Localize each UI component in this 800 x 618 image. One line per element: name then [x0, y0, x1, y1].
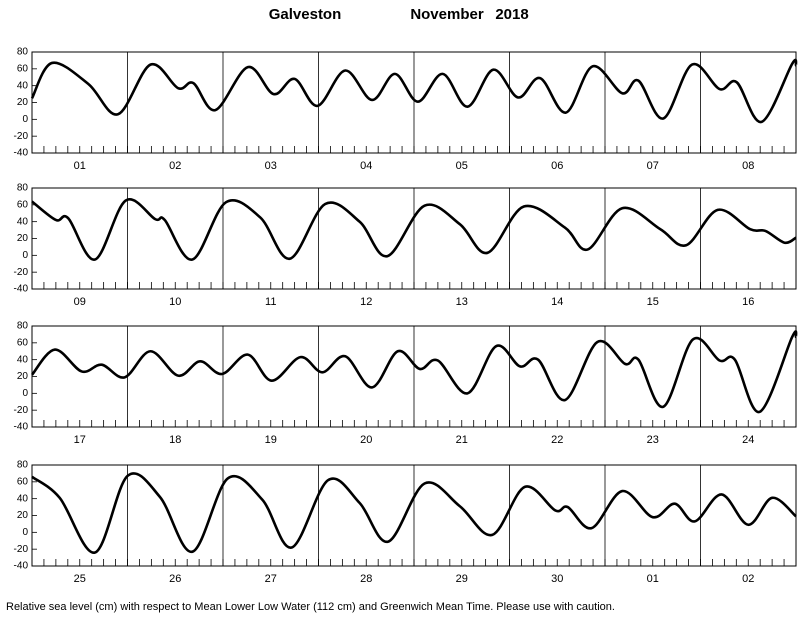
day-label: 30: [551, 573, 563, 585]
day-label: 04: [360, 160, 372, 172]
day-label: 20: [360, 434, 372, 446]
footnote: Relative sea level (cm) with respect to …: [6, 601, 615, 613]
y-tick-label: 80: [17, 321, 29, 332]
day-label: 09: [74, 296, 86, 308]
tide-curve: [31, 472, 797, 554]
day-label: 08: [742, 160, 754, 172]
day-label: 19: [265, 434, 277, 446]
y-tick-label: -40: [14, 422, 29, 433]
day-label: 25: [74, 573, 86, 585]
y-tick-label: 40: [17, 493, 29, 504]
y-tick-label: 0: [22, 114, 28, 125]
y-tick-label: -40: [14, 561, 29, 572]
y-tick-label: 80: [17, 47, 29, 58]
day-label: 28: [360, 573, 372, 585]
y-tick-label: -40: [14, 284, 29, 295]
y-tick-label: -20: [14, 544, 29, 555]
day-label: 01: [647, 573, 659, 585]
day-label: 22: [551, 434, 563, 446]
day-label: 13: [456, 296, 468, 308]
tide-curve: [30, 330, 798, 414]
y-tick-label: -20: [14, 405, 29, 416]
day-label: 15: [647, 296, 659, 308]
y-tick-label: 0: [22, 250, 28, 261]
y-tick-label: 80: [17, 183, 29, 194]
day-label: 23: [647, 434, 659, 446]
station-title: Galveston: [269, 6, 342, 23]
y-tick-label: 60: [17, 476, 29, 487]
y-tick-label: -20: [14, 267, 29, 278]
tide-curve: [31, 198, 797, 261]
day-label: 21: [456, 434, 468, 446]
day-label: 01: [74, 160, 86, 172]
y-tick-label: 60: [17, 63, 29, 74]
y-tick-label: 20: [17, 97, 29, 108]
y-tick-label: 60: [17, 337, 29, 348]
day-label: 12: [360, 296, 372, 308]
y-tick-label: 20: [17, 510, 29, 521]
y-tick-label: -20: [14, 131, 29, 142]
day-label: 29: [456, 573, 468, 585]
month: November: [410, 6, 484, 23]
y-tick-label: 20: [17, 371, 29, 382]
day-label: 16: [742, 296, 754, 308]
year: 2018: [495, 6, 528, 23]
day-label: 14: [551, 296, 563, 308]
y-tick-label: 40: [17, 354, 29, 365]
day-label: 10: [169, 296, 181, 308]
y-tick-label: 40: [17, 216, 29, 227]
y-tick-label: 0: [22, 388, 28, 399]
day-label: 02: [169, 160, 181, 172]
day-label: 24: [742, 434, 754, 446]
day-label: 05: [456, 160, 468, 172]
day-label: 02: [742, 573, 754, 585]
day-label: 06: [551, 160, 563, 172]
y-tick-label: 80: [17, 460, 29, 471]
tide-curve: [30, 58, 798, 124]
day-label: 26: [169, 573, 181, 585]
y-tick-label: 40: [17, 80, 29, 91]
y-tick-label: 60: [17, 199, 29, 210]
day-label: 03: [265, 160, 277, 172]
day-label: 11: [265, 296, 276, 308]
y-tick-label: 20: [17, 233, 29, 244]
day-label: 17: [74, 434, 86, 446]
day-label: 07: [647, 160, 659, 172]
y-tick-label: -40: [14, 148, 29, 159]
y-tick-label: 0: [22, 527, 28, 538]
day-label: 27: [265, 573, 277, 585]
day-label: 18: [169, 434, 181, 446]
